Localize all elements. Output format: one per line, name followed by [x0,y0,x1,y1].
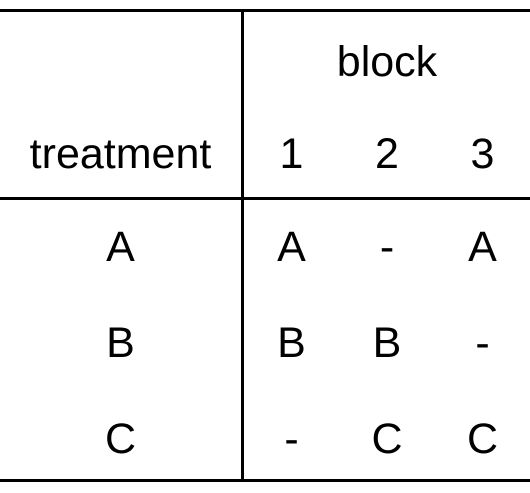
treatment-header: treatment [29,129,212,178]
table-cell: A [277,222,306,271]
column-separator-rule [241,9,244,482]
block-column-1-header: 1 [279,129,304,178]
block-header: block [336,37,438,86]
table-cell: B [372,318,402,367]
treatment-cell: C [104,414,137,463]
table-cell: B [277,318,306,367]
table-cell: C [466,414,499,463]
table-row: B B B - [0,296,530,390]
table-row: A A - A [0,200,530,294]
block-column-2-header: 2 [375,129,399,178]
table-cell: - [475,318,490,367]
header-separator-rule [0,197,530,200]
treatment-cell: A [106,222,135,271]
block-column-3-header: 3 [470,129,495,178]
table-cell: - [284,414,299,463]
table-cell: - [379,222,395,271]
table-cell: A [468,222,497,271]
table-top-rule [0,9,530,12]
table-bottom-rule [0,479,530,482]
table-row: C - C C [0,392,530,486]
treatment-cell: B [106,318,135,367]
table-cell: C [371,414,403,463]
